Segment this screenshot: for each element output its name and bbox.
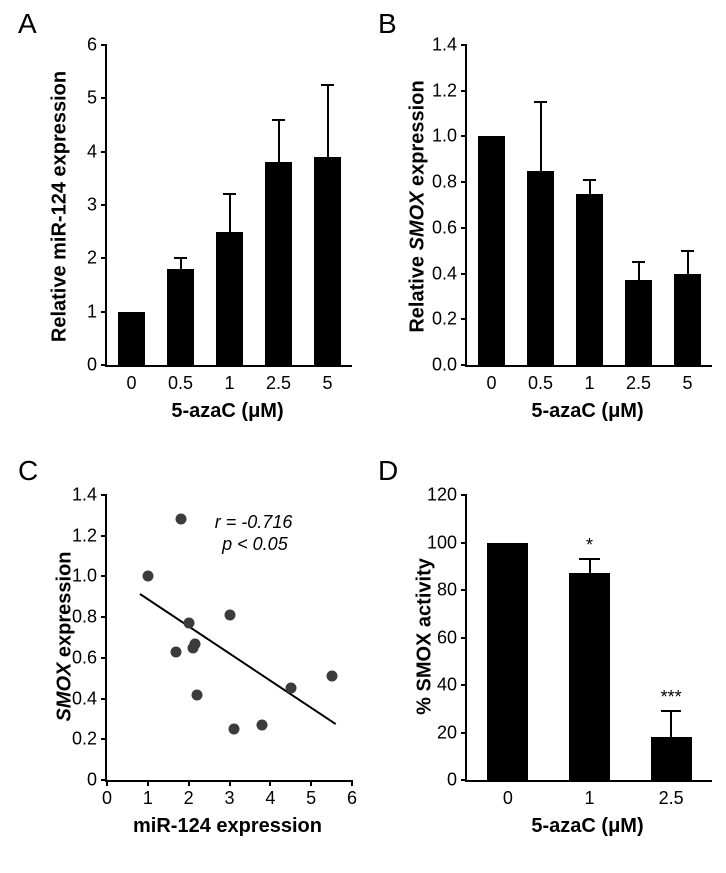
x-tick-label: 2.5: [266, 373, 291, 394]
trend-line: [139, 593, 336, 725]
panel-b-ylabel: Relative SMOX expression: [407, 47, 430, 367]
bar: [216, 232, 243, 365]
x-tick-label: 5: [322, 373, 332, 394]
bar: [265, 162, 292, 365]
x-tick-label: 4: [265, 788, 275, 809]
scatter-point: [175, 514, 186, 525]
y-tick-label: 0: [87, 355, 97, 376]
figure-root: A 012345600.512.55 Relative miR-124 expr…: [0, 0, 726, 873]
panel-b-label: B: [378, 8, 397, 40]
bar: [167, 269, 194, 365]
y-tick-label: 40: [437, 675, 457, 696]
bar: [576, 194, 603, 365]
y-tick-label: 0.0: [432, 355, 457, 376]
bar: [625, 280, 652, 365]
x-tick-label: 5: [306, 788, 316, 809]
panel-a-xlabel: 5-azaC (μM): [105, 400, 350, 423]
bar: [527, 171, 554, 365]
x-tick-label: 0.5: [528, 373, 553, 394]
y-tick-label: 0.6: [432, 217, 457, 238]
x-tick-label: 2: [184, 788, 194, 809]
x-tick-label: 2.5: [626, 373, 651, 394]
panel-a-ylabel: Relative miR-124 expression: [49, 47, 72, 367]
panel-c-plot: 00.20.40.60.81.01.21.40123456r = -0.716p…: [105, 495, 352, 782]
x-tick-label: 0.5: [168, 373, 193, 394]
x-tick-label: 0: [503, 788, 513, 809]
panel-b-plot: 0.00.20.40.60.81.01.21.400.512.55: [465, 45, 712, 367]
bar: [478, 136, 505, 365]
y-tick-label: 1.0: [432, 126, 457, 147]
x-tick-label: 0: [486, 373, 496, 394]
scatter-point: [171, 646, 182, 657]
y-tick-label: 0: [87, 770, 97, 791]
x-tick-label: 0: [126, 373, 136, 394]
scatter-point: [142, 571, 153, 582]
y-tick-label: 60: [437, 627, 457, 648]
x-tick-label: 1: [224, 373, 234, 394]
y-tick-label: 80: [437, 580, 457, 601]
correlation-p: p < 0.05: [222, 534, 288, 555]
bar: [314, 157, 341, 365]
bar: [487, 543, 528, 781]
x-tick-label: 2.5: [659, 788, 684, 809]
x-tick-label: 1: [584, 373, 594, 394]
significance-marker: ***: [661, 687, 682, 708]
panel-c-label: C: [18, 455, 38, 487]
panel-a-label: A: [18, 8, 37, 40]
bar: [651, 737, 692, 780]
x-tick-label: 3: [224, 788, 234, 809]
x-tick-label: 1: [143, 788, 153, 809]
panel-c-ylabel: SMOX expression: [54, 497, 77, 777]
y-tick-label: 0.4: [432, 263, 457, 284]
y-tick-label: 0.8: [432, 172, 457, 193]
y-tick-label: 1.2: [432, 80, 457, 101]
x-tick-label: 6: [347, 788, 357, 809]
x-tick-label: 0: [102, 788, 112, 809]
scatter-point: [189, 638, 200, 649]
bar: [118, 312, 145, 365]
bar: [674, 274, 701, 365]
panel-b-xlabel: 5-azaC (μM): [465, 400, 710, 423]
panel-d-xlabel: 5-azaC (μM): [465, 815, 710, 838]
y-tick-label: 4: [87, 141, 97, 162]
scatter-point: [224, 610, 235, 621]
scatter-point: [257, 720, 268, 731]
y-tick-label: 20: [437, 722, 457, 743]
panel-d-label: D: [378, 455, 398, 487]
panel-d-ylabel: % SMOX activity: [414, 497, 437, 777]
panel-c-xlabel: miR-124 expression: [105, 815, 350, 838]
panel-d-plot: 02040608010012001*2.5***: [465, 495, 712, 782]
significance-marker: *: [586, 535, 593, 556]
bar: [569, 573, 610, 780]
scatter-point: [228, 724, 239, 735]
scatter-point: [285, 683, 296, 694]
y-tick-label: 6: [87, 35, 97, 56]
scatter-point: [326, 671, 337, 682]
y-tick-label: 2: [87, 248, 97, 269]
x-tick-label: 1: [584, 788, 594, 809]
y-tick-label: 3: [87, 195, 97, 216]
y-tick-label: 0.2: [432, 309, 457, 330]
correlation-r: r = -0.716: [215, 512, 293, 533]
y-tick-label: 1: [87, 301, 97, 322]
scatter-point: [191, 689, 202, 700]
panel-a-plot: 012345600.512.55: [105, 45, 352, 367]
x-tick-label: 5: [682, 373, 692, 394]
y-tick-label: 0: [447, 770, 457, 791]
scatter-point: [183, 618, 194, 629]
y-tick-label: 1.4: [432, 35, 457, 56]
y-tick-label: 5: [87, 88, 97, 109]
